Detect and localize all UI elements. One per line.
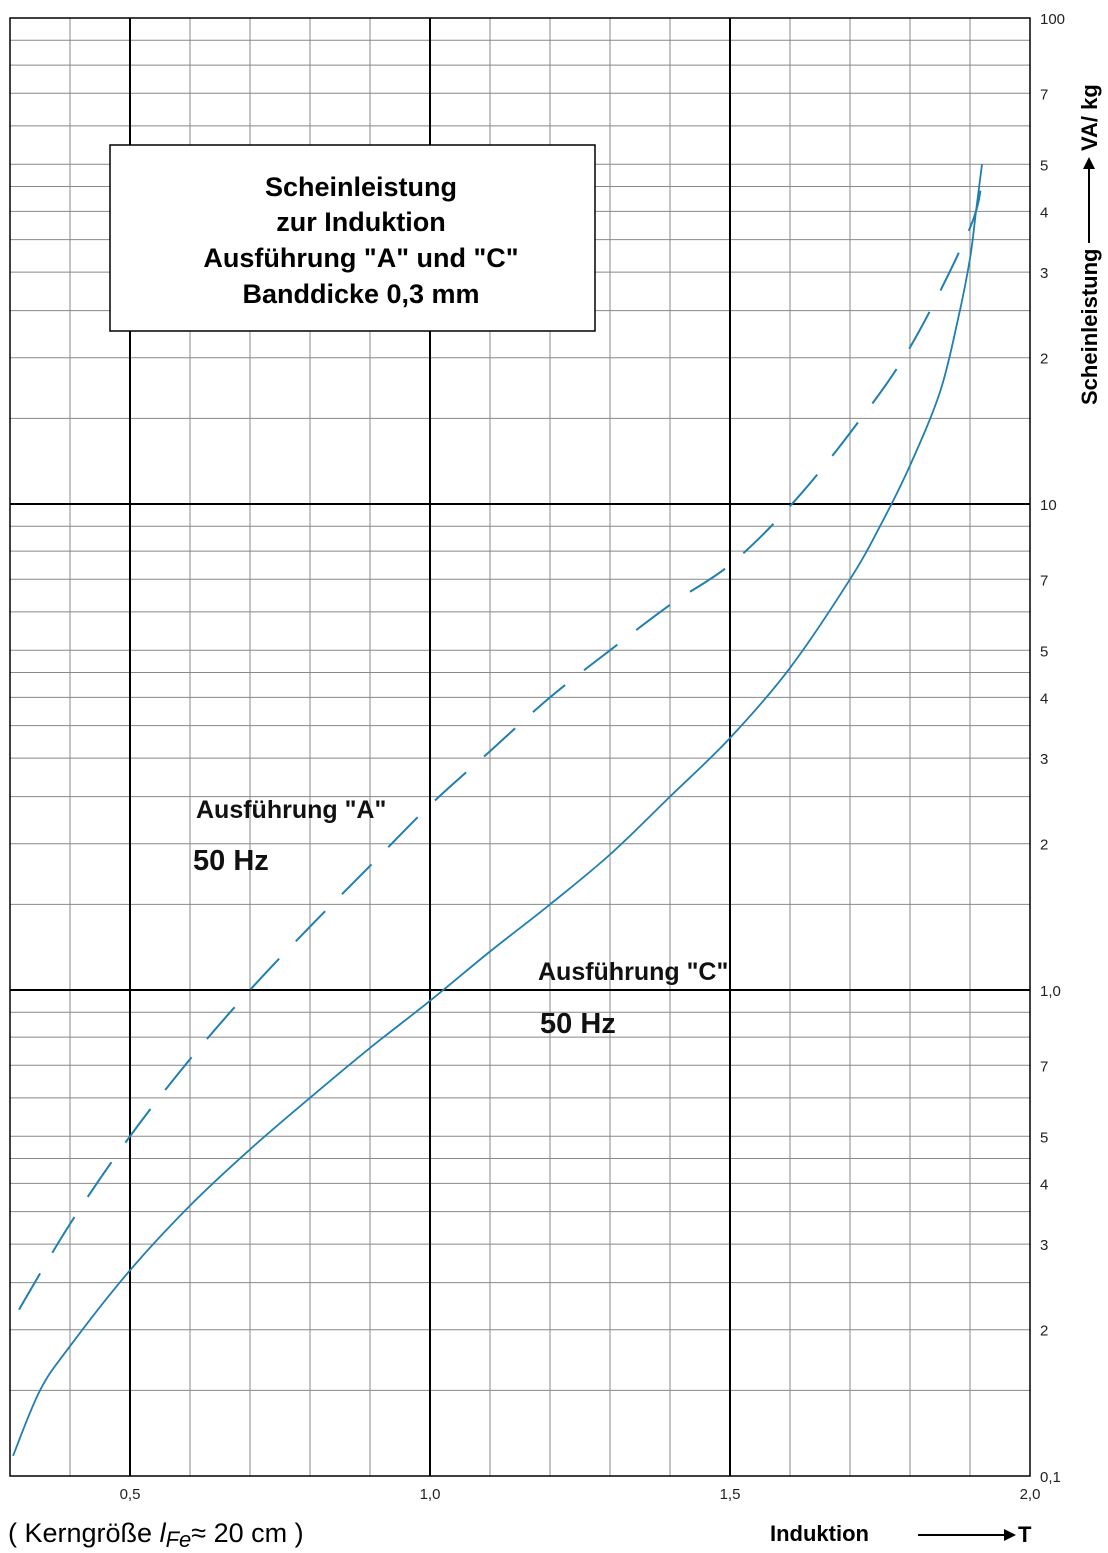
x-axis-unit: T	[1018, 1522, 1032, 1547]
series-c-label: Ausführung "C"	[538, 958, 728, 986]
x-tick-labels: 0,5 1,0 1,5 2,0	[120, 1486, 1041, 1503]
footnote-open: ( Kerngröße	[8, 1518, 160, 1548]
y-tick-label: 3	[1040, 751, 1048, 768]
y-axis-unit: VA/ kg	[1077, 84, 1102, 151]
y-tick-label: 7	[1040, 572, 1048, 589]
y-tick-label: 7	[1040, 1058, 1048, 1075]
y-tick-label: 4	[1040, 1176, 1048, 1193]
y-tick-label: 3	[1040, 1237, 1048, 1254]
title-line-1: Scheinleistung	[265, 172, 457, 202]
x-tick-label: 2,0	[1020, 1486, 1041, 1503]
footnote-value: 20 cm )	[206, 1518, 304, 1548]
footnote-symbol: l	[160, 1518, 167, 1548]
y-tick-label: 0,1	[1040, 1469, 1061, 1486]
y-tick-label: 2	[1040, 351, 1048, 368]
y-tick-label: 5	[1040, 643, 1048, 660]
y-tick-label: 2	[1040, 837, 1048, 854]
title-line-2: zur Induktion	[276, 207, 445, 237]
title-box: Scheinleistung zur Induktion Ausführung …	[109, 144, 596, 332]
footnote-subscript: Fe	[166, 1527, 192, 1552]
x-tick-label: 1,0	[420, 1486, 441, 1503]
x-axis-arrowhead-icon	[1004, 1529, 1016, 1541]
y-axis-label: Scheinleistung	[1077, 249, 1102, 405]
title-line-4: Banddicke 0,3 mm	[242, 279, 479, 309]
y-axis-arrowhead-icon	[1083, 157, 1095, 169]
x-tick-label: 1,5	[720, 1486, 741, 1503]
y-tick-label: 7	[1040, 86, 1048, 103]
y-tick-label: 3	[1040, 265, 1048, 282]
y-tick-label: 4	[1040, 690, 1048, 707]
series-c-line	[12, 164, 983, 1457]
series-a-label: Ausführung "A"	[196, 796, 386, 824]
x-tick-label: 0,5	[120, 1486, 141, 1503]
series-a-line	[18, 177, 983, 1311]
footnote: ( Kerngröße lFe≈ 20 cm )	[8, 1518, 304, 1552]
y-tick-label: 10	[1040, 497, 1057, 514]
x-axis-label: Induktion	[770, 1521, 869, 1546]
title-line-3: Ausführung "A" und "C"	[203, 243, 518, 273]
y-tick-label: 2	[1040, 1323, 1048, 1340]
title-frame	[109, 144, 596, 332]
y-tick-label: 5	[1040, 157, 1048, 174]
y-tick-label: 100	[1040, 11, 1065, 28]
y-axis-title: Scheinleistung VA/ kg	[1077, 84, 1102, 405]
y-tick-label: 4	[1040, 204, 1048, 221]
plot-border	[9, 17, 1031, 1477]
plot-frame	[9, 17, 1031, 1477]
series-a-frequency: 50 Hz	[193, 845, 269, 877]
series-c-frequency: 50 Hz	[540, 1008, 616, 1040]
y-tick-label: 1,0	[1040, 983, 1061, 1000]
y-tick-labels: 0,1 2 3 4 5 7 1,0 2 3 4 5 7 10 2 3 4 5 7 100	[1040, 11, 1065, 1486]
footnote-approx: ≈	[191, 1518, 206, 1548]
y-tick-label: 5	[1040, 1129, 1048, 1146]
x-axis-title: Induktion T	[770, 1521, 1032, 1547]
